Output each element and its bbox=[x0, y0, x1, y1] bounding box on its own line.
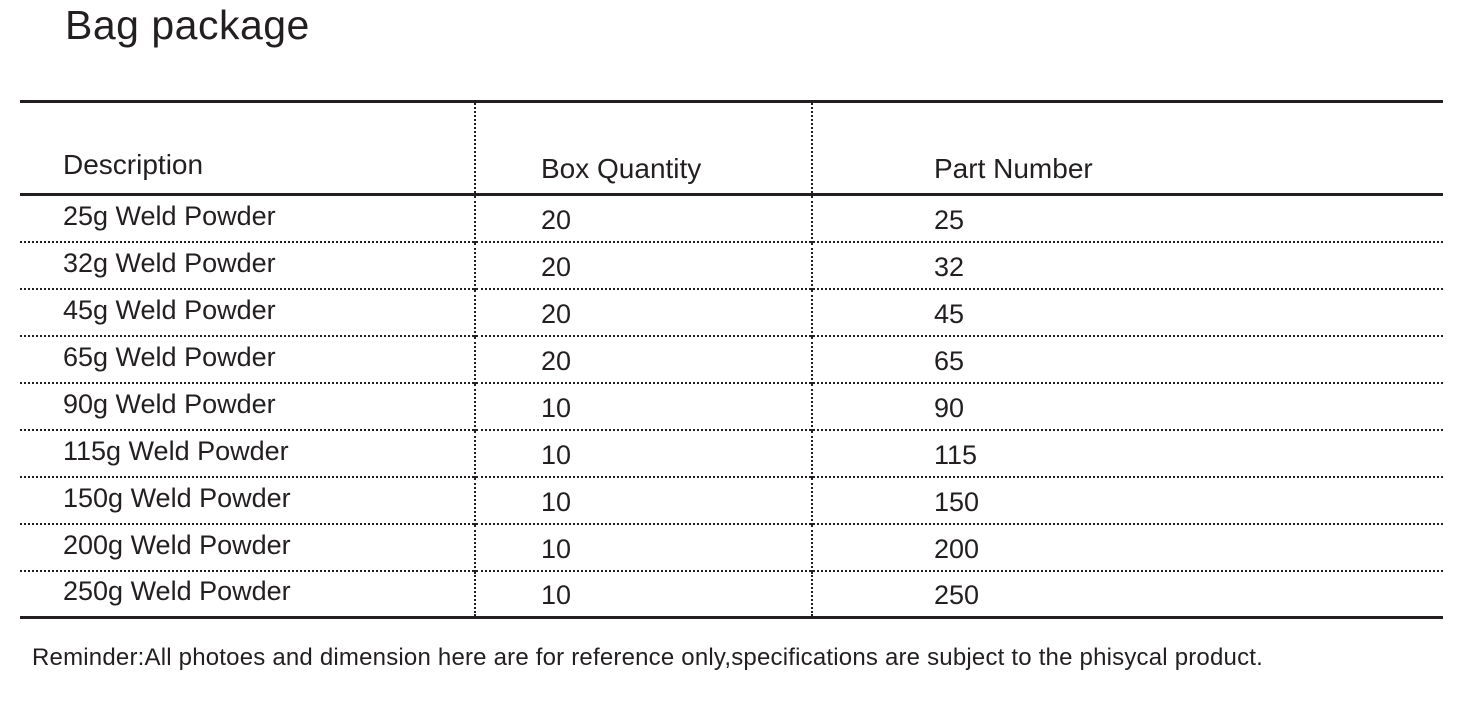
cell-box-quantity: 20 bbox=[474, 334, 812, 383]
table-row: 150g Weld Powder 10 150 bbox=[20, 475, 1443, 524]
cell-box-quantity: 20 bbox=[474, 240, 812, 289]
table-row: 25g Weld Powder 20 25 bbox=[20, 193, 1443, 242]
cell-description: 32g Weld Powder bbox=[20, 240, 475, 289]
table-row: 65g Weld Powder 20 65 bbox=[20, 334, 1443, 383]
table-row: 250g Weld Powder 10 250 bbox=[20, 569, 1443, 618]
page-title: Bag package bbox=[65, 2, 310, 48]
cell-part-number: 150 bbox=[811, 475, 1443, 524]
column-header-description: Description bbox=[20, 101, 475, 196]
cell-part-number: 25 bbox=[811, 193, 1443, 242]
cell-description: 200g Weld Powder bbox=[20, 522, 475, 571]
cell-box-quantity: 10 bbox=[474, 569, 812, 618]
table-row: 115g Weld Powder 10 115 bbox=[20, 428, 1443, 477]
column-header-part-number: Part Number bbox=[811, 101, 1443, 196]
cell-part-number: 65 bbox=[811, 334, 1443, 383]
cell-part-number: 90 bbox=[811, 381, 1443, 430]
cell-description: 45g Weld Powder bbox=[20, 287, 475, 336]
cell-part-number: 200 bbox=[811, 522, 1443, 571]
cell-description: 65g Weld Powder bbox=[20, 334, 475, 383]
cell-part-number: 115 bbox=[811, 428, 1443, 477]
cell-description: 90g Weld Powder bbox=[20, 381, 475, 430]
table-row: 45g Weld Powder 20 45 bbox=[20, 287, 1443, 336]
cell-box-quantity: 20 bbox=[474, 287, 812, 336]
table-row: 200g Weld Powder 10 200 bbox=[20, 522, 1443, 571]
cell-box-quantity: 10 bbox=[474, 381, 812, 430]
cell-description: 25g Weld Powder bbox=[20, 193, 475, 242]
column-header-box-quantity: Box Quantity bbox=[474, 101, 812, 196]
cell-description: 115g Weld Powder bbox=[20, 428, 475, 477]
reminder-text: Reminder:All photoes and dimension here … bbox=[32, 644, 1264, 671]
cell-description: 150g Weld Powder bbox=[20, 475, 475, 524]
cell-box-quantity: 20 bbox=[474, 193, 812, 242]
cell-description: 250g Weld Powder bbox=[20, 569, 475, 618]
table-header-row: Description Box Quantity Part Number bbox=[20, 101, 1443, 196]
table-row: 32g Weld Powder 20 32 bbox=[20, 240, 1443, 289]
cell-part-number: 45 bbox=[811, 287, 1443, 336]
cell-box-quantity: 10 bbox=[474, 522, 812, 571]
cell-box-quantity: 10 bbox=[474, 475, 812, 524]
cell-part-number: 250 bbox=[811, 569, 1443, 618]
table-row: 90g Weld Powder 10 90 bbox=[20, 381, 1443, 430]
cell-part-number: 32 bbox=[811, 240, 1443, 289]
bag-package-table: Description Box Quantity Part Number 25g… bbox=[20, 100, 1443, 619]
cell-box-quantity: 10 bbox=[474, 428, 812, 477]
